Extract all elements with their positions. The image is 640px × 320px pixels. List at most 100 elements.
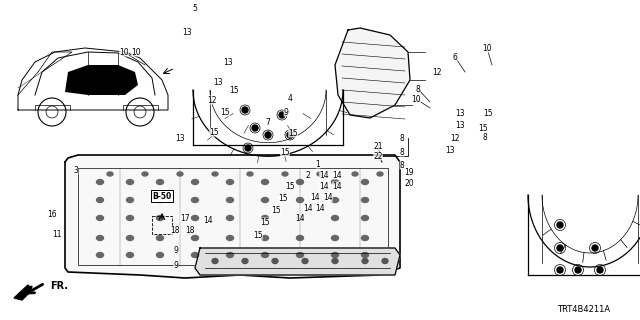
Text: 8: 8 [399,148,404,156]
Text: 15: 15 [483,108,493,117]
Circle shape [245,145,251,151]
Circle shape [279,112,285,118]
Text: 12: 12 [432,68,442,76]
Text: 8: 8 [399,133,404,142]
Ellipse shape [332,180,339,185]
Ellipse shape [97,197,104,203]
Text: 15: 15 [478,124,488,132]
Text: 13: 13 [455,121,465,130]
Text: 8: 8 [483,132,488,141]
Circle shape [242,107,248,113]
Ellipse shape [212,259,218,263]
Text: 13: 13 [213,77,223,86]
Text: 14: 14 [332,181,342,190]
Ellipse shape [332,236,339,241]
Text: 4: 4 [287,93,292,102]
Ellipse shape [127,236,134,241]
Ellipse shape [157,236,163,241]
Ellipse shape [157,197,163,203]
Ellipse shape [296,252,303,258]
Text: 15: 15 [220,108,230,116]
Ellipse shape [296,180,303,185]
Ellipse shape [177,172,183,176]
Ellipse shape [191,252,198,258]
Ellipse shape [282,172,288,176]
Text: 15: 15 [260,218,270,227]
Ellipse shape [377,172,383,176]
Circle shape [557,245,563,251]
Ellipse shape [262,252,269,258]
Ellipse shape [242,259,248,263]
Ellipse shape [352,172,358,176]
Text: 7: 7 [266,117,271,126]
Circle shape [597,267,603,273]
Text: 9: 9 [284,108,289,116]
Text: 14: 14 [319,181,329,190]
Circle shape [265,132,271,138]
Ellipse shape [332,197,339,203]
Text: 14: 14 [310,193,320,202]
Ellipse shape [332,259,338,263]
Ellipse shape [227,236,234,241]
Polygon shape [65,155,400,278]
Text: 8: 8 [399,161,404,170]
Text: 14: 14 [332,171,342,180]
Text: 13: 13 [223,58,233,67]
Ellipse shape [247,172,253,176]
Text: 13: 13 [175,133,185,142]
Ellipse shape [191,197,198,203]
Text: 13: 13 [182,28,192,36]
Text: 11: 11 [52,229,61,238]
Text: FR.: FR. [50,281,68,291]
Circle shape [287,132,293,138]
Text: 14: 14 [303,204,313,212]
Ellipse shape [382,259,388,263]
Text: 14: 14 [295,213,305,222]
Text: 15: 15 [278,194,288,203]
Text: 14: 14 [315,204,325,212]
Ellipse shape [362,259,368,263]
Ellipse shape [296,215,303,220]
Circle shape [557,222,563,228]
Text: 17: 17 [180,213,190,222]
Text: 6: 6 [452,52,458,61]
Ellipse shape [212,172,218,176]
Ellipse shape [332,215,339,220]
Text: 14: 14 [323,193,333,202]
Ellipse shape [227,252,234,258]
Circle shape [592,245,598,251]
Ellipse shape [227,215,234,220]
Text: 15: 15 [209,127,219,137]
Ellipse shape [362,197,369,203]
Polygon shape [14,285,32,300]
Text: 10: 10 [411,94,421,103]
Text: B-50: B-50 [152,191,172,201]
Text: 3: 3 [74,165,79,174]
Text: 21: 21 [373,141,383,150]
Text: 2: 2 [306,171,310,180]
Text: 12: 12 [207,95,217,105]
Polygon shape [335,28,410,118]
Text: 15: 15 [288,129,298,138]
Ellipse shape [332,252,339,258]
Ellipse shape [262,197,269,203]
Ellipse shape [97,215,104,220]
Text: 14: 14 [203,215,213,225]
Text: 15: 15 [229,85,239,94]
Ellipse shape [157,252,163,258]
Text: 19: 19 [404,167,414,177]
Text: 15: 15 [280,148,290,156]
Ellipse shape [362,236,369,241]
Text: 18: 18 [170,226,180,235]
Ellipse shape [317,172,323,176]
Text: 22: 22 [373,151,383,161]
Ellipse shape [227,180,234,185]
Ellipse shape [191,215,198,220]
Ellipse shape [262,215,269,220]
Ellipse shape [107,172,113,176]
Ellipse shape [142,172,148,176]
Text: 15: 15 [253,230,263,239]
Ellipse shape [296,197,303,203]
Ellipse shape [362,180,369,185]
Ellipse shape [262,236,269,241]
